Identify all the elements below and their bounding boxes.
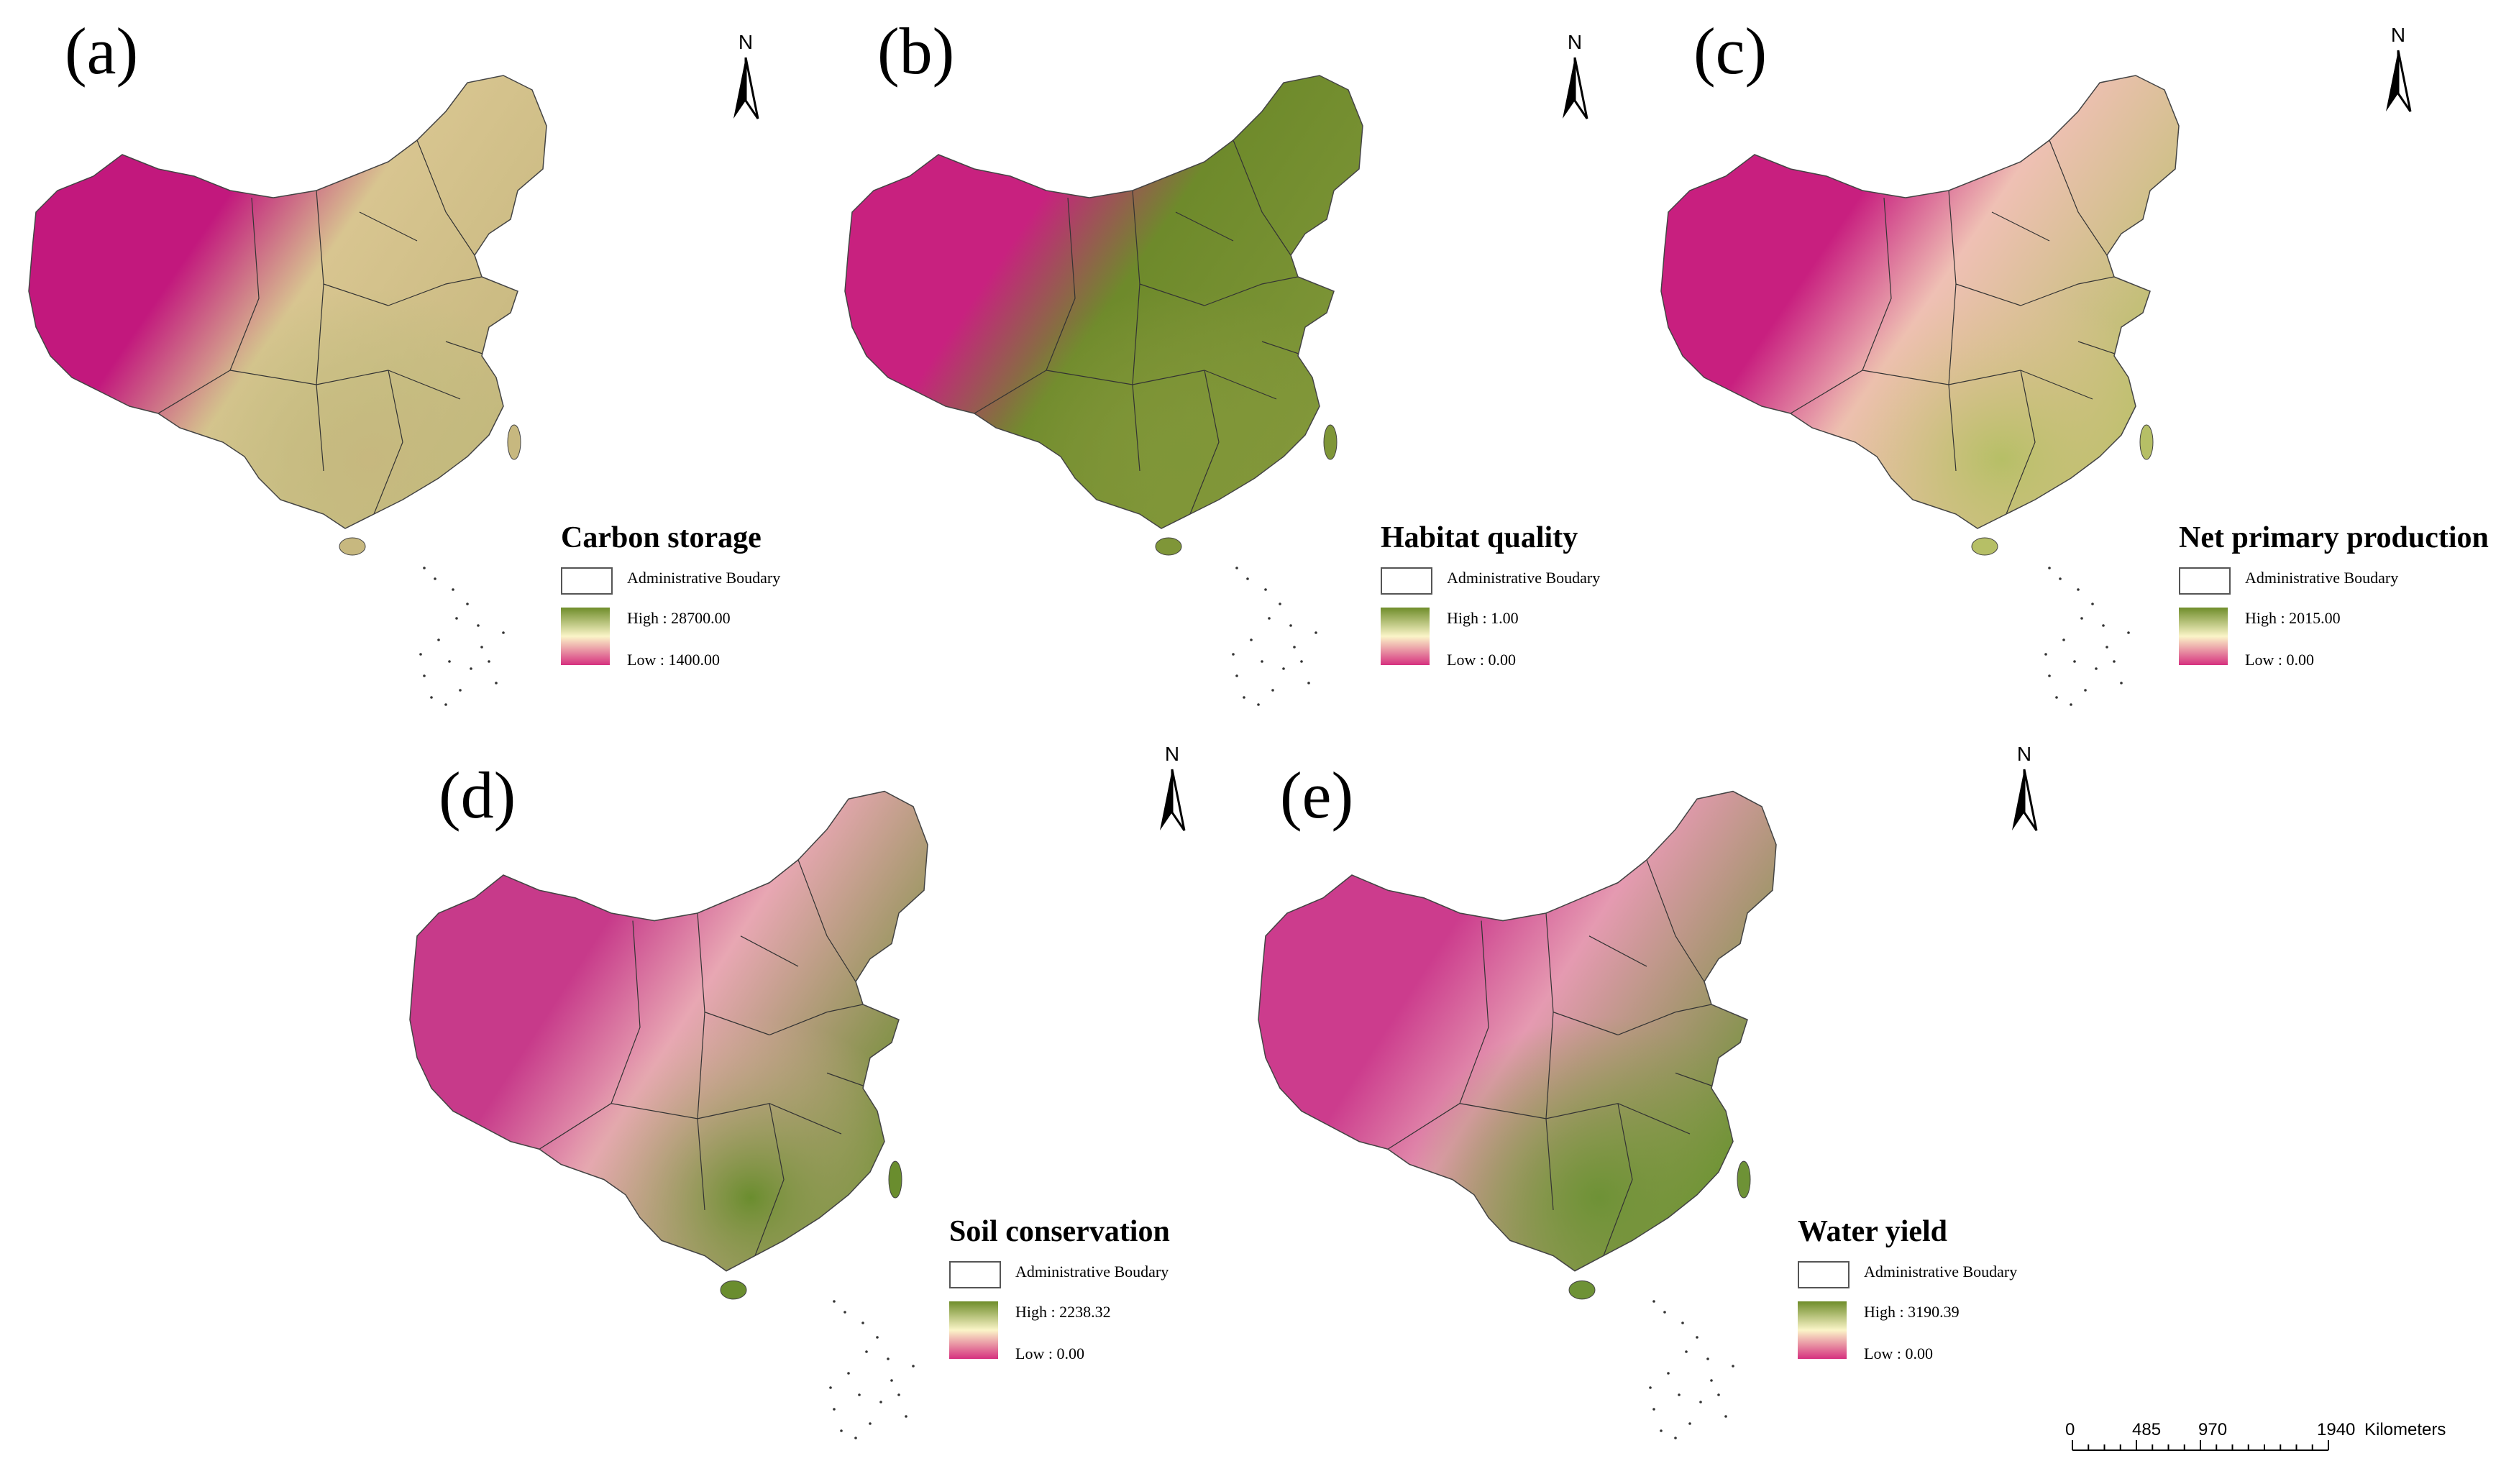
color-ramp (2179, 608, 2228, 666)
legend-gradient-row: High : 3190.39 Low : 0.00 (1798, 1301, 2129, 1366)
legend-boundary-row: Administrative Boudary (1381, 564, 1711, 597)
taiwan-island (2139, 424, 2154, 460)
north-label: N (1568, 31, 1582, 53)
color-ramp (1381, 608, 1430, 666)
boundary-swatch (949, 1261, 1001, 1289)
boundary-label: Administrative Boudary (627, 569, 781, 587)
scale-bar: 0 485 970 1940 Kilometers (2049, 1420, 2481, 1463)
legend-boundary-row: Administrative Boudary (2179, 564, 2501, 597)
administrative-boundaries (157, 139, 490, 515)
color-ramp (561, 608, 610, 666)
legend-high-label: High : 2015.00 (2245, 609, 2341, 628)
south-china-sea-islands (410, 561, 518, 719)
scale-tick-label: 485 (2132, 1420, 2162, 1439)
north-label: N (2017, 743, 2031, 765)
administrative-boundaries (974, 139, 1306, 515)
south-china-sea-islands (1640, 1294, 1747, 1452)
legend-gradient-row: High : 28700.00 Low : 1400.00 (561, 608, 892, 672)
boundary-swatch (1798, 1261, 1850, 1289)
legend-title: Soil conservation (949, 1215, 1170, 1248)
scale-tick-label: 0 (2065, 1420, 2075, 1439)
china-map (1647, 68, 2193, 557)
legend-low-label: Low : 0.00 (1864, 1345, 1933, 1363)
legend-title: Net primary production (2179, 521, 2489, 554)
scale-unit-label: Kilometers (2364, 1420, 2446, 1439)
hainan-island (1971, 537, 1998, 556)
boundary-label: Administrative Boudary (1015, 1263, 1169, 1281)
north-label: N (1165, 743, 1179, 765)
map-legend: Water yield Administrative Boudary High : … (1798, 1215, 2129, 1366)
legend-low-label: Low : 0.00 (1447, 651, 1516, 669)
taiwan-island (1737, 1160, 1751, 1199)
map-legend: Carbon storage Administrative Boudary High… (561, 521, 892, 672)
legend-boundary-row: Administrative Boudary (561, 564, 892, 597)
legend-gradient-row: High : 1.00 Low : 0.00 (1381, 608, 1711, 672)
color-ramp (949, 1301, 998, 1360)
south-china-sea-islands (820, 1294, 928, 1452)
legend-high-label: High : 3190.39 (1864, 1303, 1960, 1322)
administrative-boundaries (1790, 139, 2122, 515)
hainan-island (1155, 537, 1182, 556)
north-arrow-icon: N (1147, 741, 1197, 834)
boundary-swatch (1381, 567, 1432, 595)
scale-tick-label: 1940 (2317, 1420, 2356, 1439)
hainan-island (339, 537, 366, 556)
boundary-label: Administrative Boudary (1447, 569, 1601, 587)
south-china-sea-islands (1222, 561, 1330, 719)
panel-label: (d) (439, 759, 516, 832)
china-map (831, 68, 1377, 557)
north-arrow-icon: N (721, 29, 771, 122)
north-arrow-icon: N (2373, 22, 2423, 115)
boundary-label: Administrative Boudary (1864, 1263, 2018, 1281)
china-map (14, 68, 561, 557)
scale-tick-label: 970 (2198, 1420, 2228, 1439)
boundary-label: Administrative Boudary (2245, 569, 2399, 587)
boundary-swatch (561, 567, 613, 595)
taiwan-island (888, 1160, 902, 1199)
taiwan-island (507, 424, 521, 460)
legend-low-label: Low : 0.00 (1015, 1345, 1084, 1363)
north-label: N (2391, 24, 2405, 46)
hainan-island (720, 1280, 747, 1300)
legend-high-label: High : 2238.32 (1015, 1303, 1111, 1322)
hainan-island (1568, 1280, 1596, 1300)
panel-label: (b) (877, 14, 955, 88)
panel-label: (c) (1693, 14, 1768, 88)
legend-gradient-row: High : 2015.00 Low : 0.00 (2179, 608, 2501, 672)
panel-label: (e) (1280, 759, 1354, 832)
legend-title: Carbon storage (561, 521, 762, 554)
legend-gradient-row: High : 2238.32 Low : 0.00 (949, 1301, 1280, 1366)
legend-boundary-row: Administrative Boudary (949, 1258, 1280, 1291)
boundary-swatch (2179, 567, 2231, 595)
legend-low-label: Low : 1400.00 (627, 651, 720, 669)
map-legend: Habitat quality Administrative Boudary Hig… (1381, 521, 1711, 672)
south-china-sea-islands (2035, 561, 2143, 719)
north-label: N (739, 31, 753, 53)
north-arrow-icon: N (1550, 29, 1600, 122)
map-legend: Net primary production Administrative Bou… (2179, 521, 2501, 672)
administrative-boundaries (539, 859, 871, 1256)
panel-label: (a) (65, 14, 139, 88)
china-map (1244, 784, 1791, 1301)
color-ramp (1798, 1301, 1847, 1360)
north-arrow-icon: N (1999, 741, 2049, 834)
legend-low-label: Low : 0.00 (2245, 651, 2314, 669)
legend-title: Habitat quality (1381, 521, 1578, 554)
legend-high-label: High : 1.00 (1447, 609, 1519, 628)
legend-boundary-row: Administrative Boudary (1798, 1258, 2129, 1291)
china-map (396, 784, 942, 1301)
administrative-boundaries (1387, 859, 1719, 1256)
taiwan-island (1323, 424, 1338, 460)
map-legend: Soil conservation Administrative Boudary H… (949, 1215, 1280, 1366)
legend-high-label: High : 28700.00 (627, 609, 731, 628)
legend-title: Water yield (1798, 1215, 1948, 1248)
